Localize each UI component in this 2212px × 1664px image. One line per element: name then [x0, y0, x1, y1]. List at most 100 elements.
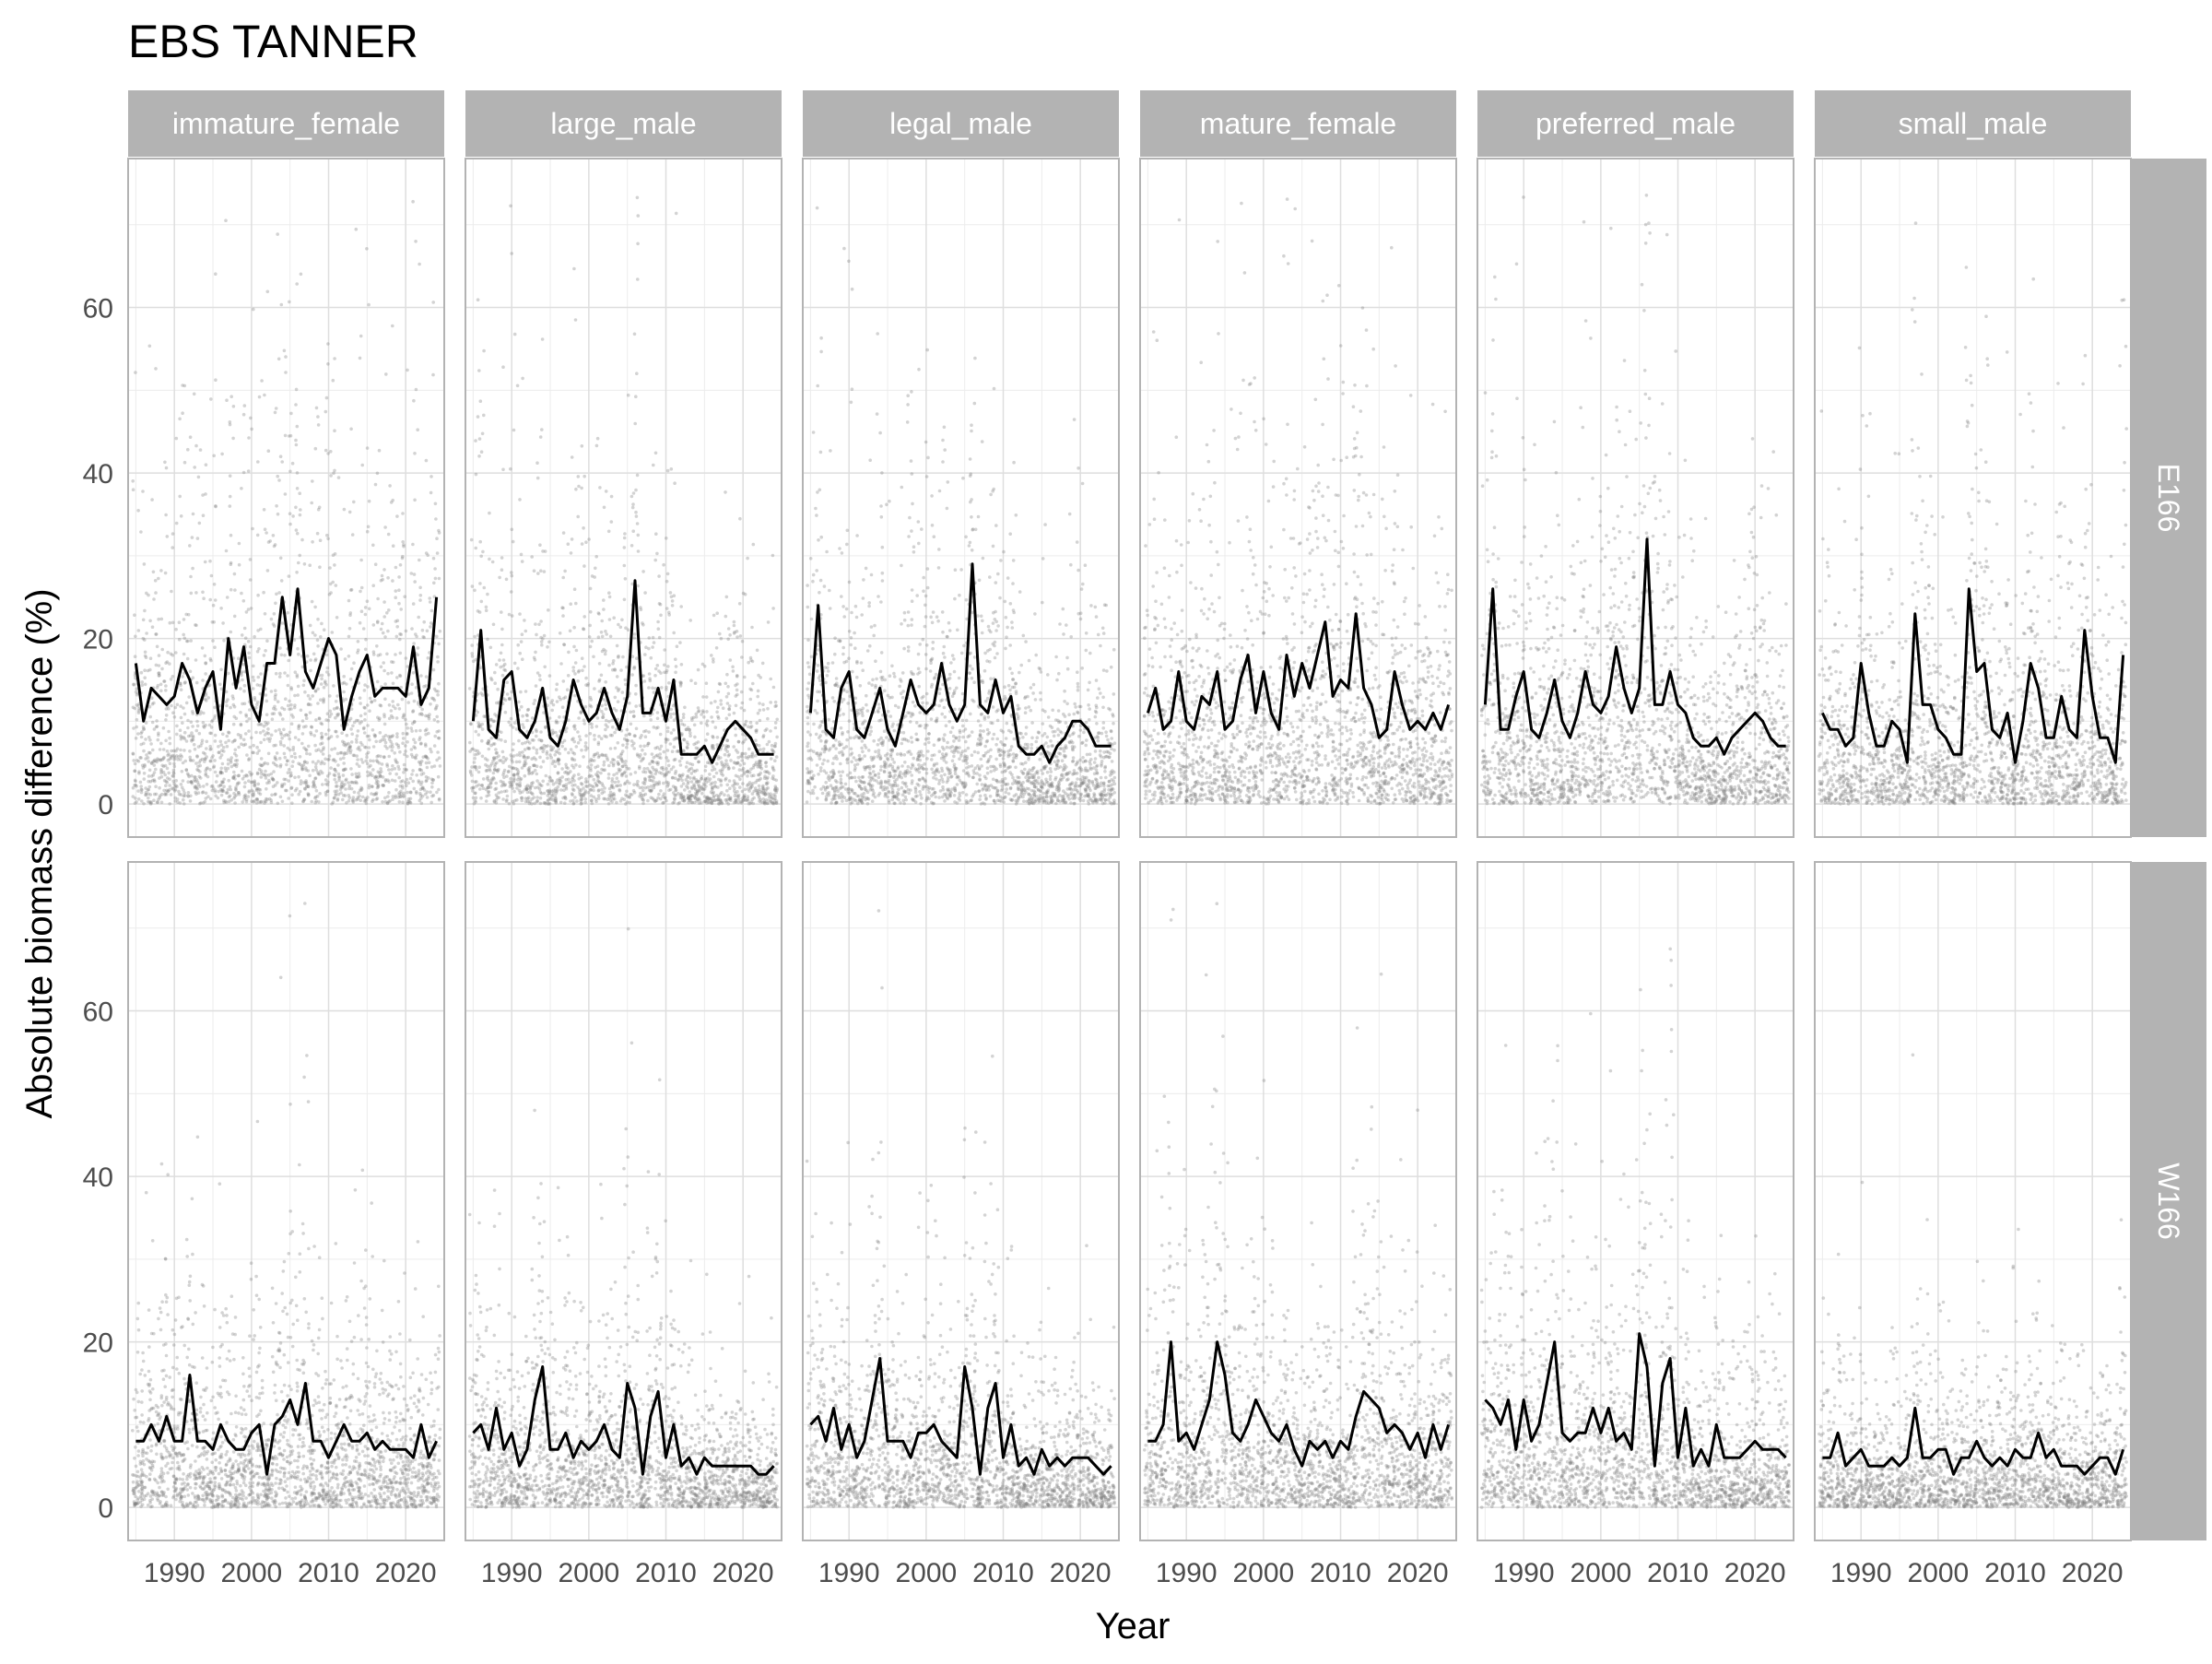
- data-point: [712, 765, 715, 769]
- data-point: [191, 710, 194, 714]
- data-point: [715, 762, 719, 766]
- data-point: [830, 776, 833, 780]
- data-point: [217, 797, 220, 800]
- data-point: [388, 484, 392, 488]
- data-point: [366, 530, 370, 534]
- data-point: [654, 781, 658, 785]
- data-point: [182, 761, 185, 765]
- data-point: [232, 792, 236, 796]
- data-point: [651, 760, 654, 763]
- data-point: [365, 756, 369, 760]
- data-point: [535, 633, 538, 637]
- data-point: [278, 675, 282, 679]
- data-point: [183, 794, 187, 797]
- data-point: [617, 690, 620, 693]
- data-point: [474, 765, 477, 769]
- data-point: [518, 612, 522, 616]
- data-point: [270, 773, 274, 776]
- data-point: [671, 599, 675, 603]
- data-point: [867, 601, 871, 605]
- data-point: [273, 624, 276, 628]
- data-point: [547, 608, 550, 612]
- data-point: [406, 740, 409, 744]
- data-point: [812, 750, 816, 754]
- data-point: [289, 703, 293, 707]
- data-point: [202, 785, 206, 788]
- data-point: [293, 776, 297, 780]
- data-point: [752, 766, 756, 770]
- data-point: [826, 674, 830, 678]
- data-point: [215, 780, 218, 784]
- data-point: [209, 797, 213, 801]
- data-point: [381, 762, 384, 766]
- data-point: [575, 745, 579, 749]
- data-point: [195, 768, 199, 772]
- data-point: [377, 784, 381, 787]
- data-point: [410, 748, 414, 751]
- data-point: [236, 782, 240, 785]
- data-point: [518, 498, 522, 502]
- data-point: [322, 748, 325, 751]
- data-point: [819, 739, 823, 743]
- data-point: [855, 616, 859, 620]
- data-point: [841, 785, 845, 789]
- data-point: [554, 787, 558, 791]
- data-point: [733, 620, 736, 624]
- data-point: [747, 661, 750, 665]
- data-point: [403, 768, 406, 772]
- data-point: [758, 773, 761, 777]
- data-point: [553, 753, 557, 757]
- data-point: [251, 751, 254, 755]
- data-point: [869, 773, 873, 776]
- data-point: [374, 793, 378, 797]
- data-point: [588, 784, 592, 787]
- data-point: [419, 797, 423, 800]
- data-point: [434, 502, 438, 506]
- data-point: [582, 755, 585, 759]
- data-point: [179, 801, 182, 805]
- data-point: [672, 631, 676, 635]
- data-point: [273, 612, 276, 616]
- data-point: [420, 773, 424, 776]
- data-point: [620, 619, 624, 622]
- data-point: [274, 689, 277, 692]
- data-point: [693, 770, 697, 773]
- data-point: [764, 729, 768, 733]
- data-point: [305, 752, 309, 756]
- data-point: [648, 636, 652, 640]
- data-point: [143, 772, 147, 775]
- data-point: [535, 779, 539, 783]
- data-point: [372, 745, 376, 749]
- data-point: [415, 773, 418, 777]
- data-point: [848, 776, 852, 780]
- data-point: [680, 663, 684, 667]
- data-point: [629, 723, 633, 726]
- data-point: [581, 656, 584, 660]
- data-point: [486, 775, 489, 779]
- data-point: [570, 780, 573, 784]
- data-point: [641, 749, 644, 752]
- data-point: [185, 702, 189, 705]
- data-point: [328, 694, 332, 698]
- data-point: [152, 798, 156, 802]
- data-point: [841, 799, 844, 803]
- data-point: [685, 785, 688, 788]
- data-point: [611, 797, 615, 801]
- data-point: [756, 695, 759, 699]
- data-point: [865, 703, 868, 707]
- data-point: [735, 675, 739, 679]
- data-point: [232, 775, 236, 779]
- data-point: [147, 594, 150, 597]
- data-point: [405, 723, 408, 726]
- data-point: [347, 655, 351, 658]
- data-point: [566, 773, 570, 776]
- data-point: [288, 700, 291, 703]
- data-point: [729, 759, 733, 762]
- data-point: [534, 699, 537, 702]
- data-point: [680, 757, 684, 761]
- data-point: [609, 734, 613, 738]
- data-point: [297, 738, 300, 742]
- data-point: [241, 777, 245, 781]
- data-point: [159, 768, 163, 772]
- data-point: [546, 696, 549, 700]
